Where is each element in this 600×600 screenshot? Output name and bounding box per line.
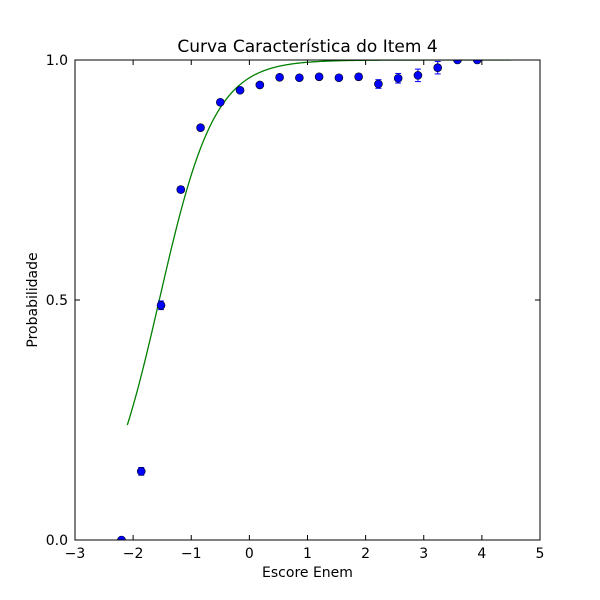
point-marker bbox=[314, 72, 324, 82]
point-marker bbox=[196, 123, 205, 132]
x-tick-label: −2 bbox=[123, 546, 144, 562]
x-tick-label: 3 bbox=[419, 546, 428, 562]
point-marker bbox=[413, 71, 423, 80]
y-axis-label: Probabilidade bbox=[25, 252, 41, 347]
y-tick-label: 0.5 bbox=[46, 293, 68, 309]
x-tick-label: 5 bbox=[536, 546, 545, 562]
y-tick-label: 1.0 bbox=[46, 53, 68, 69]
point-marker bbox=[393, 73, 403, 83]
point-marker bbox=[117, 535, 126, 540]
data-point bbox=[235, 85, 245, 95]
x-tick-label: −3 bbox=[65, 546, 86, 562]
point-marker bbox=[255, 80, 265, 90]
point-marker bbox=[216, 97, 225, 107]
data-point bbox=[393, 72, 403, 84]
x-axis-label: Escore Enem bbox=[262, 565, 353, 581]
data-point bbox=[255, 80, 265, 90]
x-tick-label: 1 bbox=[303, 546, 312, 562]
data-point bbox=[413, 68, 423, 83]
data-point bbox=[275, 72, 284, 82]
plot-area bbox=[117, 60, 511, 540]
data-point bbox=[196, 123, 205, 132]
point-marker bbox=[433, 63, 443, 72]
data-point bbox=[334, 73, 344, 83]
data-point bbox=[295, 73, 304, 83]
point-marker bbox=[374, 79, 383, 89]
point-marker bbox=[235, 85, 245, 95]
data-point bbox=[314, 72, 324, 82]
point-marker bbox=[334, 73, 344, 83]
data-point bbox=[117, 535, 126, 540]
data-point bbox=[156, 300, 166, 311]
axis-ticks: −3 −2 −1 0 1 2 3 4 5 0.0 0.5 1.0 bbox=[46, 53, 545, 562]
point-marker bbox=[472, 60, 482, 65]
plot-frame bbox=[74, 59, 541, 541]
point-marker bbox=[156, 300, 166, 310]
icc-curve bbox=[126, 60, 511, 426]
x-tick-label: 4 bbox=[477, 546, 486, 562]
data-point bbox=[433, 60, 443, 75]
point-marker bbox=[295, 73, 304, 83]
y-tick-label: 0.0 bbox=[46, 533, 68, 549]
data-point bbox=[453, 60, 462, 65]
data-point bbox=[136, 467, 146, 476]
point-marker bbox=[136, 467, 146, 476]
data-point bbox=[354, 72, 363, 82]
data-point bbox=[216, 97, 225, 107]
point-marker bbox=[453, 60, 462, 65]
chart-title: Curva Característica do Item 4 bbox=[177, 37, 437, 57]
point-marker bbox=[275, 72, 284, 82]
data-point bbox=[374, 79, 383, 89]
x-tick-label: 0 bbox=[245, 546, 254, 562]
data-point bbox=[472, 60, 482, 65]
data-point bbox=[176, 185, 186, 194]
x-tick-label: 2 bbox=[361, 546, 370, 562]
point-marker bbox=[354, 72, 363, 82]
point-marker bbox=[176, 185, 186, 194]
x-tick-label: −1 bbox=[181, 546, 202, 562]
